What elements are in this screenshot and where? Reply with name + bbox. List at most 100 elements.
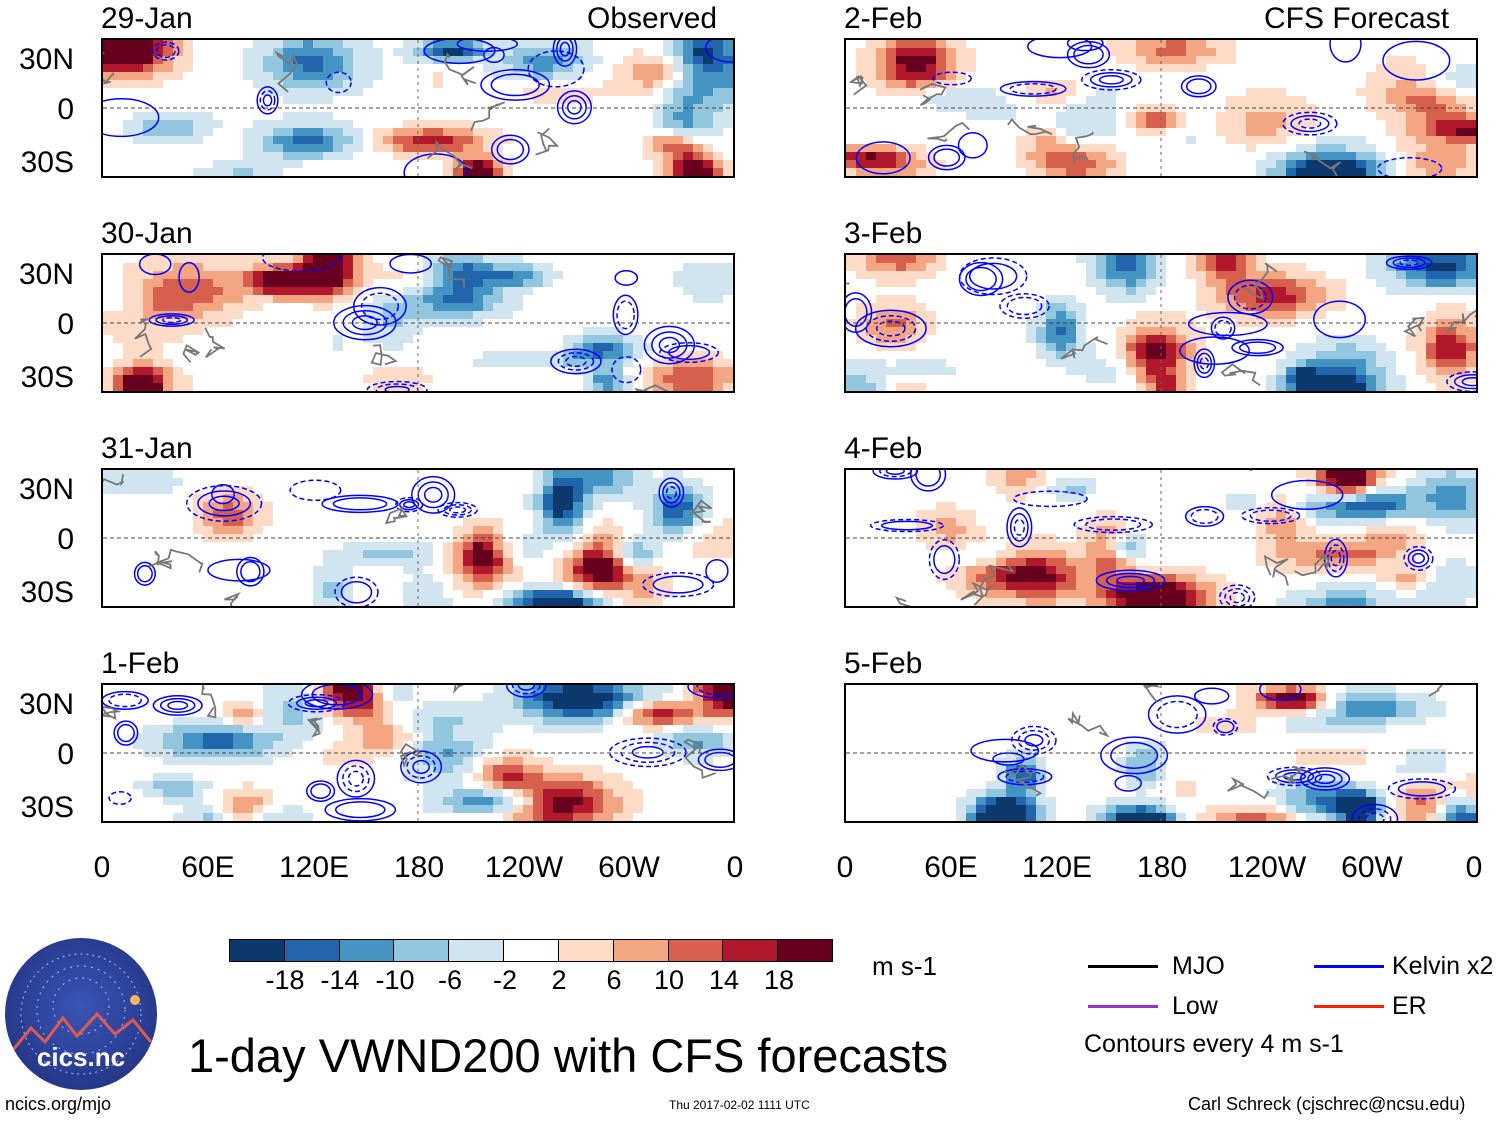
heatmap-cell: [353, 351, 363, 359]
heatmap-cell: [263, 550, 273, 558]
heatmap-cell: [443, 295, 453, 303]
heatmap-cell: [393, 693, 403, 701]
heatmap-cell: [313, 685, 323, 693]
heatmap-cell: [573, 383, 583, 391]
heatmap-cell: [533, 550, 543, 558]
heatmap-cell: [1196, 40, 1206, 48]
heatmap-cell: [263, 80, 273, 88]
heatmap-cell: [233, 279, 243, 287]
heatmap-cell: [323, 773, 333, 781]
heatmap-cell: [253, 685, 263, 693]
heatmap-cell: [1156, 96, 1166, 104]
heatmap-cell: [1046, 112, 1056, 120]
heatmap-cell: [643, 781, 653, 789]
heatmap-cell: [563, 518, 573, 526]
heatmap-cell: [403, 510, 413, 518]
heatmap-cell: [946, 48, 956, 56]
heatmap-cell: [483, 701, 493, 709]
heatmap-cell: [643, 685, 653, 693]
heatmap-cell: [543, 40, 553, 48]
heatmap-cell: [926, 48, 936, 56]
heatmap-cell: [173, 303, 183, 311]
heatmap-cell: [223, 287, 233, 295]
heatmap-cell: [233, 781, 243, 789]
heatmap-cell: [703, 741, 713, 749]
heatmap-cell: [193, 168, 203, 176]
heatmap-cell: [683, 494, 693, 502]
heatmap-cell: [453, 781, 463, 789]
heatmap-cell: [133, 725, 143, 733]
heatmap-cell: [886, 64, 896, 72]
heatmap-cell: [1246, 112, 1256, 120]
heatmap-cell: [303, 144, 313, 152]
heatmap-cell: [293, 510, 303, 518]
heatmap-cell: [373, 88, 383, 96]
heatmap-cell: [673, 144, 683, 152]
heatmap-cell: [453, 558, 463, 566]
heatmap-cell: [573, 701, 583, 709]
heatmap-cell: [303, 72, 313, 80]
heatmap-cell: [473, 287, 483, 295]
heatmap-cell: [623, 359, 633, 367]
heatmap-cell: [383, 303, 393, 311]
heatmap-cell: [483, 96, 493, 104]
heatmap-cell: [533, 367, 543, 375]
heatmap-cell: [153, 741, 163, 749]
heatmap-cell: [1106, 88, 1116, 96]
heatmap-cell: [383, 542, 393, 550]
heatmap-cell: [713, 311, 723, 319]
heatmap-cell: [203, 542, 213, 550]
heatmap-cell: [123, 805, 133, 813]
heatmap-cell: [153, 542, 163, 550]
heatmap-cell: [403, 287, 413, 295]
heatmap-cell: [533, 359, 543, 367]
heatmap-cell: [373, 558, 383, 566]
heatmap-cell: [896, 88, 906, 96]
heatmap-cell: [1066, 64, 1076, 72]
heatmap-cell: [623, 574, 633, 582]
heatmap-cell: [443, 709, 453, 717]
heatmap-cell: [633, 64, 643, 72]
heatmap-cell: [453, 279, 463, 287]
heatmap-cell: [273, 48, 283, 56]
heatmap-cell: [723, 741, 733, 749]
heatmap-cell: [513, 773, 523, 781]
heatmap-cell: [313, 757, 323, 765]
heatmap-cell: [323, 574, 333, 582]
heatmap-cell: [553, 598, 563, 606]
heatmap-svg: [103, 40, 733, 176]
heatmap-cell: [153, 773, 163, 781]
heatmap-cell: [633, 805, 643, 813]
heatmap-cell: [603, 40, 613, 48]
heatmap-cell: [423, 725, 433, 733]
heatmap-cell: [1226, 48, 1236, 56]
heatmap-cell: [103, 526, 113, 534]
heatmap-cell: [213, 765, 223, 773]
heatmap-cell: [423, 160, 433, 168]
heatmap-cell: [263, 685, 273, 693]
heatmap-cell: [693, 359, 703, 367]
heatmap-cell: [353, 255, 363, 263]
heatmap-cell: [103, 88, 113, 96]
heatmap-cell: [233, 685, 243, 693]
heatmap-cell: [1326, 96, 1336, 104]
heatmap-cell: [663, 526, 673, 534]
heatmap-cell: [323, 741, 333, 749]
heatmap-cell: [493, 773, 503, 781]
heatmap-cell: [663, 789, 673, 797]
heatmap-cell: [1006, 112, 1016, 120]
heatmap-cell: [693, 526, 703, 534]
heatmap-cell: [553, 693, 563, 701]
heatmap-cell: [643, 64, 653, 72]
heatmap-cell: [113, 295, 123, 303]
heatmap-cell: [393, 765, 403, 773]
heatmap-cell: [293, 486, 303, 494]
heatmap-cell: [503, 351, 513, 359]
heatmap-cell: [1326, 64, 1336, 72]
heatmap-cell: [263, 112, 273, 120]
heatmap-cell: [623, 685, 633, 693]
heatmap-cell: [343, 295, 353, 303]
heatmap-cell: [463, 144, 473, 152]
heatmap-cell: [483, 80, 493, 88]
heatmap-cell: [193, 693, 203, 701]
